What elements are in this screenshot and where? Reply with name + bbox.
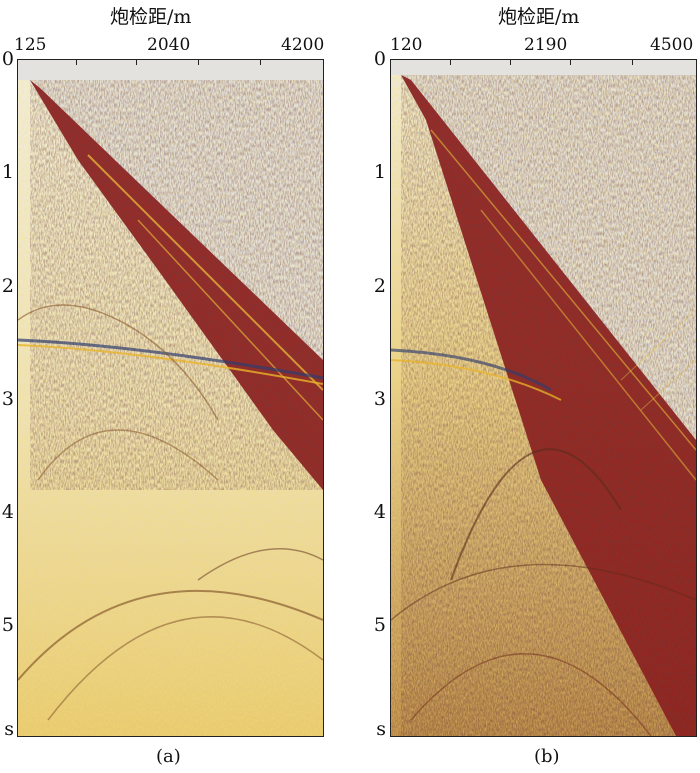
x-tick-label-2040: 2040 — [147, 35, 191, 55]
y-tick-label-5: 5 — [373, 614, 386, 636]
seismic-gather-plot — [17, 59, 324, 737]
seismic-gather-image — [18, 80, 323, 736]
x-tick-label-2190: 2190 — [524, 35, 568, 55]
x-tick-label-4500: 4500 — [650, 35, 694, 55]
y-tick-label-3: 3 — [373, 388, 386, 410]
x-tick-label-120: 120 — [390, 35, 423, 55]
caption-b: (b) — [534, 746, 560, 767]
y-tick-label-5: 5 — [1, 614, 14, 636]
y-tick-label-4: 4 — [1, 501, 14, 523]
seismic-gather-image — [391, 75, 696, 736]
y-tick-label-3: 3 — [1, 388, 14, 410]
y-tick-label-2: 2 — [1, 275, 14, 297]
seismic-gather-plot — [390, 59, 697, 737]
x-tick-label-4200: 4200 — [281, 35, 325, 55]
panel-a: 炮检距/m 125 2040 4200 0 1 2 3 4 5 s — [1, 6, 325, 767]
x-axis-title: 炮检距/m — [498, 6, 580, 28]
y-tick-label-1: 1 — [1, 161, 14, 183]
x-tick-label-125: 125 — [14, 35, 47, 55]
y-tick-label-2: 2 — [373, 275, 386, 297]
y-unit-label: s — [376, 718, 386, 740]
y-tick-label-1: 1 — [373, 161, 386, 183]
y-tick-label-4: 4 — [373, 501, 386, 523]
panel-b: 炮检距/m 120 2190 4500 0 1 2 3 4 5 s — [350, 0, 700, 773]
caption-a: (a) — [156, 746, 181, 767]
x-axis-title: 炮检距/m — [110, 6, 192, 28]
y-unit-label: s — [4, 718, 14, 740]
y-tick-label-0: 0 — [1, 48, 14, 70]
y-tick-label-0: 0 — [373, 48, 386, 70]
